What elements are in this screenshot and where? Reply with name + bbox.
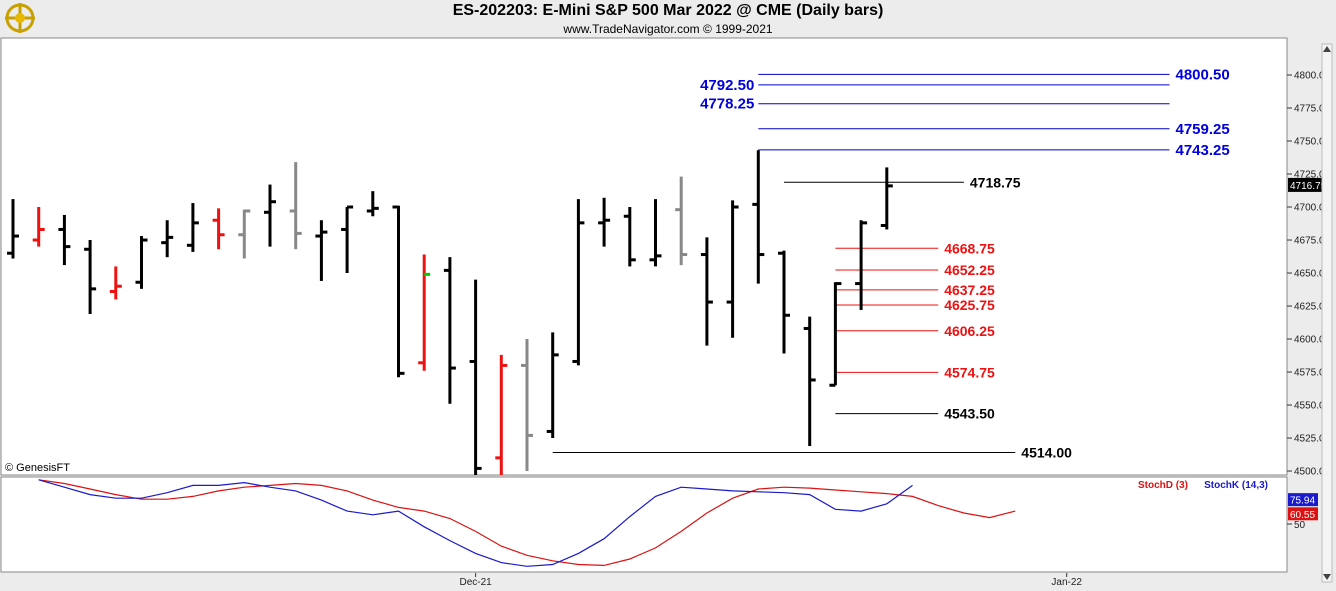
level-label: 4625.75 bbox=[944, 297, 995, 313]
ohlc-bar bbox=[392, 205, 405, 378]
x-axis-strip bbox=[1, 573, 1287, 590]
ohlc-bar bbox=[418, 254, 431, 371]
ohlc-bar bbox=[264, 184, 276, 247]
ohlc-bar bbox=[186, 203, 199, 252]
price-levels: 4800.50 4792.50 4778.25 4759.25 4743.25 4718.… bbox=[552, 66, 1230, 461]
level-label: 4800.50 bbox=[1176, 66, 1230, 83]
x-tick-label: Dec-21 bbox=[459, 577, 492, 588]
y-tick-label: 4800.00 bbox=[1294, 71, 1331, 82]
y-tick-label: 4625.00 bbox=[1294, 302, 1331, 313]
ohlc-bar bbox=[803, 316, 816, 446]
stochk-value: 75.94 bbox=[1290, 496, 1315, 507]
ohlc-bar bbox=[521, 339, 533, 472]
watermark: © GenesisFT bbox=[5, 462, 70, 474]
y-tick-label: 4775.00 bbox=[1294, 104, 1331, 115]
chart-subtitle: www.TradeNavigator.com © 1999-2021 bbox=[563, 22, 773, 36]
ohlc-bar bbox=[443, 257, 456, 404]
ohlc-bar bbox=[649, 199, 662, 267]
ohlc-bar bbox=[572, 199, 585, 366]
ohlc-bar bbox=[726, 200, 739, 338]
y-tick-label: 4600.00 bbox=[1294, 335, 1331, 346]
stoch-panel bbox=[0, 476, 1288, 573]
ohlc-bar bbox=[623, 207, 636, 267]
level-label: 4652.25 bbox=[944, 262, 995, 278]
stoch-lines: 50 StochD (3) StochK (14,3) 75.94 60.55 bbox=[38, 479, 1318, 567]
price-axis: 4800.00 4775.00 4750.00 4725.00 4700.00 4675.… bbox=[1287, 71, 1331, 478]
ohlc-bar bbox=[675, 176, 688, 266]
y-tick-label: 4750.00 bbox=[1294, 137, 1331, 148]
stochd-value: 60.55 bbox=[1290, 510, 1315, 521]
ohlc-bar bbox=[7, 199, 19, 259]
level-label: 4778.25 bbox=[700, 96, 754, 113]
ohlc-bar bbox=[495, 354, 508, 475]
y-tick-label: 4500.00 bbox=[1294, 467, 1331, 478]
stochk-line bbox=[38, 479, 913, 567]
y-tick-label: 4650.00 bbox=[1294, 269, 1331, 280]
ohlc-bar bbox=[341, 205, 354, 274]
y-tick-label: 4525.00 bbox=[1294, 434, 1331, 445]
last-price-label: 4716.75 bbox=[1290, 181, 1327, 192]
ohlc-bar bbox=[855, 220, 868, 310]
stochd-value-box bbox=[1288, 507, 1318, 521]
stochk-value-box bbox=[1288, 493, 1318, 507]
chart-title: ES-202203: E-Mini S&P 500 Mar 2022 @ CME… bbox=[452, 2, 884, 19]
x-tick-label: Jan-22 bbox=[1051, 577, 1082, 588]
ohlc-bar bbox=[700, 237, 713, 346]
ohlc-bar bbox=[778, 250, 790, 354]
ohlc-bar bbox=[238, 209, 251, 259]
date-axis: Dec-21 Jan-22 bbox=[459, 573, 1082, 588]
ohlc-bar bbox=[212, 208, 225, 250]
level-label: 4792.50 bbox=[700, 77, 754, 94]
ohlc-bar bbox=[109, 266, 122, 300]
level-label: 4637.25 bbox=[944, 282, 995, 298]
ohlc-bar bbox=[32, 207, 45, 247]
scrollbar[interactable] bbox=[1321, 43, 1333, 583]
ohlc-bar bbox=[366, 191, 379, 217]
ohlc-bar bbox=[289, 162, 302, 250]
price-panel bbox=[0, 37, 1288, 476]
level-label: 4514.00 bbox=[1021, 445, 1072, 461]
y-tick-label: 4575.00 bbox=[1294, 368, 1331, 379]
stochd-line bbox=[38, 479, 1016, 567]
stochk-legend: StochK (14,3) bbox=[1204, 480, 1268, 491]
level-label: 4759.25 bbox=[1176, 121, 1230, 138]
ohlc-bar bbox=[135, 236, 148, 289]
ohlc-bar bbox=[752, 150, 765, 284]
ohlc-bar bbox=[546, 332, 559, 439]
stochd-legend: StochD (3) bbox=[1138, 480, 1188, 491]
ohlc-bar bbox=[880, 167, 893, 230]
trade-navigator-logo bbox=[5, 3, 35, 33]
level-label: 4543.50 bbox=[944, 406, 995, 422]
level-label: 4606.25 bbox=[944, 323, 995, 339]
y-tick-label: 4675.00 bbox=[1294, 236, 1331, 247]
ohlc-bar bbox=[315, 220, 328, 281]
y-tick-label: 4550.00 bbox=[1294, 401, 1331, 412]
level-label: 4718.75 bbox=[970, 174, 1021, 190]
ohlc-bar bbox=[469, 279, 482, 475]
stoch-tick-label: 50 bbox=[1294, 520, 1306, 531]
ohlc-bar bbox=[829, 282, 842, 387]
last-price-box bbox=[1288, 177, 1328, 192]
y-tick-label: 4700.00 bbox=[1294, 203, 1331, 214]
ohlc-bar bbox=[161, 220, 174, 258]
y-tick-label: 4725.00 bbox=[1294, 170, 1331, 181]
ohlc-bar bbox=[598, 197, 611, 247]
ohlc-bar bbox=[58, 214, 71, 266]
level-label: 4743.25 bbox=[1176, 142, 1230, 159]
level-label: 4574.75 bbox=[944, 364, 995, 380]
ohlc-bars bbox=[7, 150, 893, 475]
ohlc-bar bbox=[84, 240, 97, 314]
level-label: 4668.75 bbox=[944, 240, 995, 256]
